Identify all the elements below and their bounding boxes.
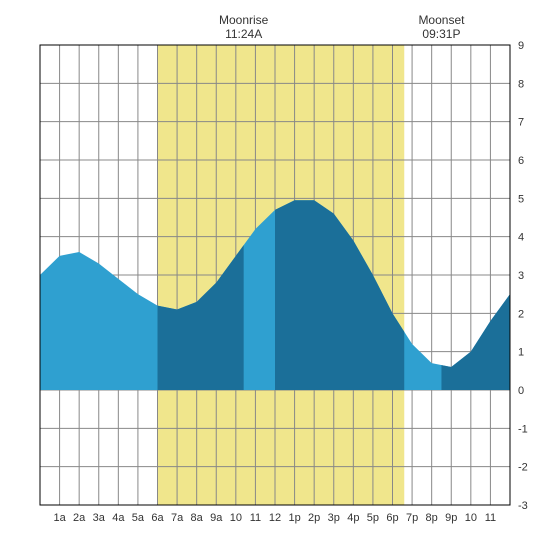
x-tick-label: 9p — [445, 512, 457, 524]
y-tick-label: 4 — [518, 232, 524, 244]
x-tick-label: 3p — [328, 512, 340, 524]
x-tick-label: 8p — [426, 512, 438, 524]
x-tick-label: 10 — [230, 512, 242, 524]
x-tick-label: 10 — [465, 512, 477, 524]
x-tick-label: 11 — [250, 512, 261, 524]
x-tick-label: 1p — [288, 512, 300, 524]
y-tick-label: 9 — [518, 40, 524, 52]
x-tick-label: 4a — [112, 512, 125, 524]
y-tick-label: 3 — [518, 270, 524, 282]
y-tick-label: 5 — [518, 193, 524, 205]
y-tick-label: 7 — [518, 117, 524, 129]
y-tick-label: 1 — [518, 347, 524, 359]
x-tick-label: 5a — [132, 512, 145, 524]
moonrise-time: 11:24A — [225, 27, 262, 41]
x-tick-label: 6a — [151, 512, 164, 524]
x-tick-label: 4p — [347, 512, 359, 524]
x-tick-label: 7a — [171, 512, 184, 524]
y-tick-label: 2 — [518, 308, 524, 320]
x-tick-label: 1a — [53, 512, 66, 524]
x-tick-label: 5p — [367, 512, 379, 524]
x-tick-label: 11 — [485, 512, 496, 524]
moonset-label: Moonset — [418, 13, 465, 27]
x-tick-label: 8a — [191, 512, 204, 524]
y-tick-label: 0 — [518, 385, 524, 397]
x-tick-label: 7p — [406, 512, 418, 524]
x-tick-label: 2p — [308, 512, 320, 524]
y-tick-label: -1 — [518, 423, 528, 435]
x-tick-label: 9a — [210, 512, 223, 524]
y-tick-label: 6 — [518, 155, 524, 167]
x-tick-label: 3a — [93, 512, 106, 524]
x-tick-label: 6p — [386, 512, 398, 524]
x-tick-label: 2a — [73, 512, 86, 524]
chart-svg: -3-2-101234567891a2a3a4a5a6a7a8a9a101112… — [10, 10, 540, 540]
x-tick-label: 12 — [269, 512, 281, 524]
y-tick-label: 8 — [518, 78, 524, 90]
y-tick-label: -3 — [518, 500, 528, 512]
moonrise-label: Moonrise — [219, 13, 269, 27]
tide-chart: -3-2-101234567891a2a3a4a5a6a7a8a9a101112… — [10, 10, 540, 540]
y-tick-label: -2 — [518, 462, 528, 474]
moonset-time: 09:31P — [422, 27, 460, 41]
